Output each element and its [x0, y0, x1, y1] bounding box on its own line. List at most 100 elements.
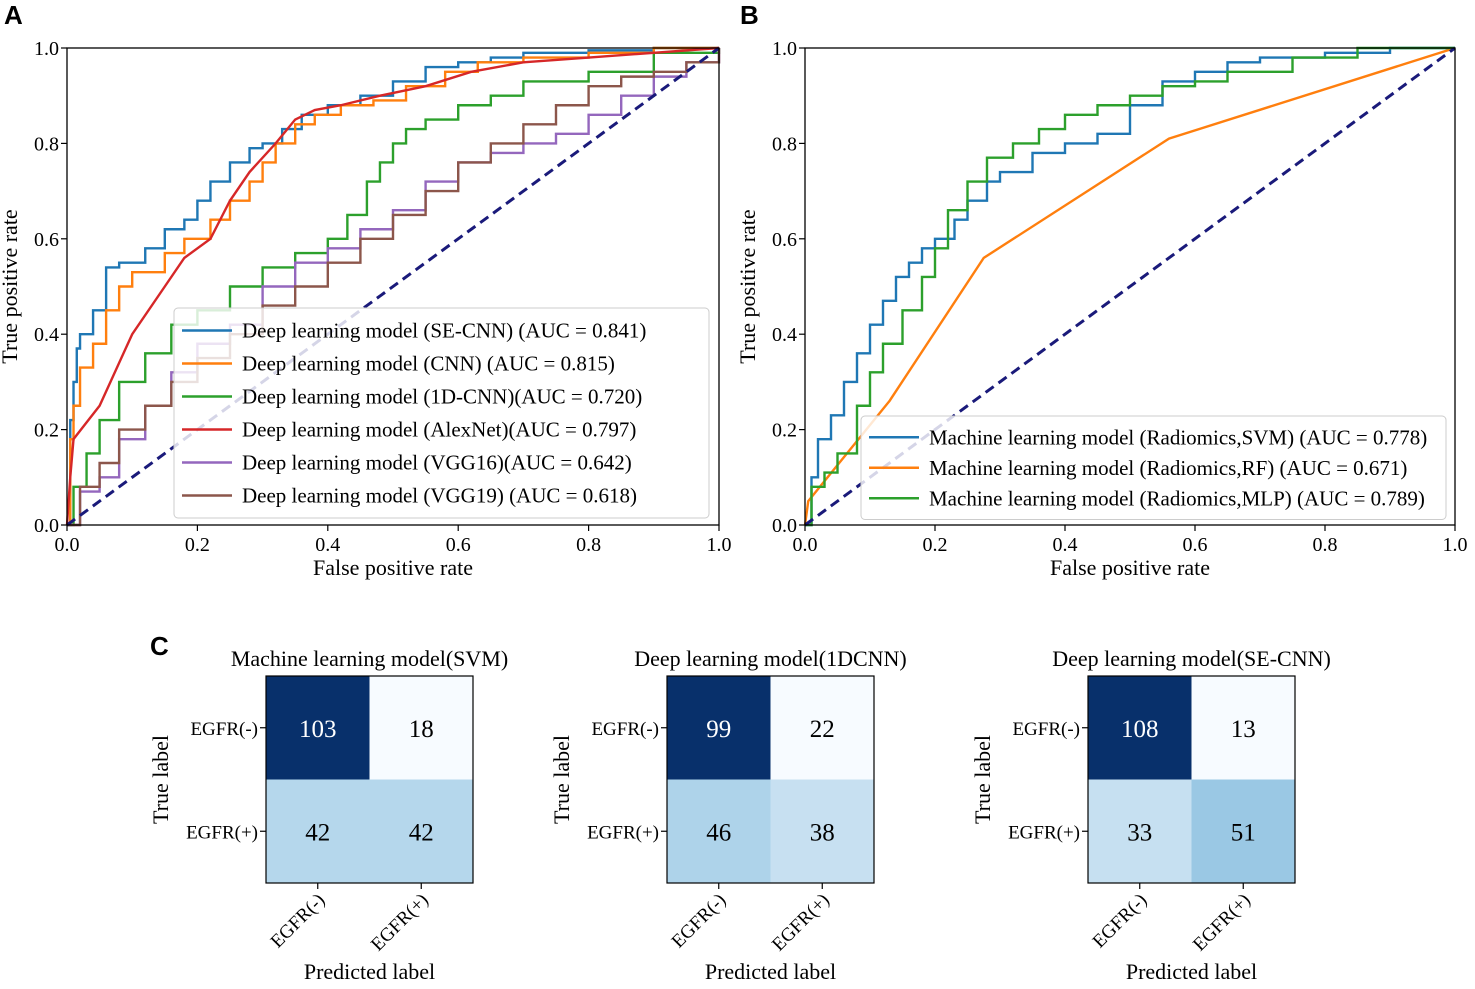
y-axis-label: True positive rate	[0, 209, 22, 363]
legend-entry: Deep learning model (VGG19) (AUC = 0.618…	[242, 484, 637, 508]
x-tick-label: 0.2	[923, 534, 948, 556]
y-tick-label: 0.8	[772, 133, 797, 155]
legend-entry: Machine learning model (Radiomics,MLP) (…	[929, 486, 1425, 510]
y-tick-label: 0.0	[34, 515, 59, 537]
cell-value: 103	[299, 716, 337, 743]
legend-entry: Deep learning model (VGG16)(AUC = 0.642)	[242, 451, 632, 475]
x-tick-label: 0.8	[576, 534, 601, 556]
column-label: EGFR(+)	[768, 890, 834, 956]
matrix-cell	[770, 779, 874, 883]
x-tick-label: 0.4	[1053, 534, 1078, 556]
panel-label-c: C	[150, 631, 169, 661]
panel-label-b: B	[740, 0, 759, 30]
roc-curve-machine-learning-model-radiomics-mlp-auc-0-789	[805, 46, 1455, 527]
confusion-matrix-se-cnn: 108 13 33 51 Deep learning model(SE-CNN) EGFR…	[970, 646, 1331, 984]
cell-value: 99	[706, 716, 731, 743]
legend-box	[173, 307, 710, 519]
confusion-matrix-1dcnn: 99 22 46 38 Deep learning model(1DCNN) EGFR(-…	[549, 646, 907, 984]
cell-value: 13	[1231, 716, 1256, 743]
legend-entry: Deep learning model (CNN) (AUC = 0.815)	[242, 352, 615, 376]
roc-curve-deep-learning-model-vgg19-auc-0-618	[67, 48, 721, 527]
x-tick-label: 1.0	[1443, 534, 1468, 556]
cell-value: 108	[1121, 716, 1159, 743]
matrix-cell	[266, 779, 370, 883]
y-tick-label: 0.0	[772, 515, 797, 537]
cell-value: 18	[409, 716, 434, 743]
roc-curve-deep-learning-model-1d-cnn-auc-0-720	[67, 48, 721, 527]
legend-entry: Deep learning model (SE-CNN) (AUC = 0.84…	[242, 319, 646, 343]
y-tick-label: 1.0	[34, 38, 59, 60]
x-axis-label: False positive rate	[1050, 555, 1210, 580]
x-tick-label: 0.2	[185, 534, 210, 556]
roc-curve-machine-learning-model-radiomics-rf-auc-0-671	[803, 46, 1456, 526]
matrix-cell	[1191, 779, 1295, 883]
x-axis-label: Predicted label	[1126, 959, 1257, 984]
cell-value: 46	[706, 819, 731, 846]
panel-label-a: A	[4, 0, 23, 30]
x-tick-label: 1.0	[707, 534, 732, 556]
matrix-cell	[369, 779, 473, 883]
x-tick-label: 0.6	[446, 534, 471, 556]
cell-value: 42	[305, 819, 330, 846]
column-label: EGFR(-)	[267, 890, 330, 953]
y-tick-label: 0.2	[772, 420, 797, 442]
row-label: EGFR(-)	[591, 719, 659, 740]
matrix-frame	[666, 675, 875, 884]
matrix-frame	[265, 675, 474, 884]
legend-entry: Machine learning model (Radiomics,RF) (A…	[929, 456, 1407, 480]
matrix-cell	[667, 779, 771, 883]
cell-value: 33	[1127, 819, 1152, 846]
x-tick-label: 0.4	[315, 534, 340, 556]
column-label: EGFR(-)	[1089, 890, 1152, 953]
y-tick-label: 1.0	[772, 38, 797, 60]
legend-box	[860, 415, 1447, 520]
roc-chart-b: 0.0 0.2 0.4 0.6 0.8 1.0 0.0 0.2 0.4 0.6 0.8 1.0 Fals…	[735, 38, 1468, 580]
cell-value: 42	[409, 819, 434, 846]
cell-value: 22	[810, 716, 835, 743]
y-tick-label: 0.4	[34, 324, 59, 346]
matrix-title: Deep learning model(1DCNN)	[634, 646, 906, 671]
matrix-frame	[1087, 675, 1296, 884]
x-tick-label: 0.8	[1313, 534, 1338, 556]
column-label: EGFR(-)	[668, 890, 731, 953]
cell-value: 38	[810, 819, 835, 846]
matrix-title: Deep learning model(SE-CNN)	[1052, 646, 1331, 671]
legend-entry: Machine learning model (Radiomics,SVM) (…	[929, 425, 1427, 449]
column-label: EGFR(+)	[367, 890, 433, 956]
cell-value: 51	[1231, 819, 1256, 846]
x-axis-label: Predicted label	[304, 959, 435, 984]
y-tick-label: 0.8	[34, 133, 59, 155]
legend-entry: Deep learning model (AlexNet)(AUC = 0.79…	[242, 418, 636, 442]
matrix-cell	[667, 676, 771, 780]
plot-frame	[66, 47, 720, 526]
roc-curve-deep-learning-model-alexnet-auc-0-797	[65, 46, 720, 526]
x-axis-label: False positive rate	[313, 555, 473, 580]
x-tick-label: 0.6	[1183, 534, 1208, 556]
roc-chart-a: 0.0 0.2 0.4 0.6 0.8 1.0 0.0 0.2 0.4 0.6 0.8 1.0 Fals…	[0, 38, 732, 580]
matrix-cell	[1191, 676, 1295, 780]
legend-entry: Deep learning model (1D-CNN)(AUC = 0.720…	[242, 385, 642, 409]
row-label: EGFR(-)	[190, 719, 258, 740]
matrix-cell	[1088, 779, 1192, 883]
row-label: EGFR(+)	[587, 822, 659, 843]
matrix-title: Machine learning model(SVM)	[231, 646, 508, 671]
x-axis-label: Predicted label	[705, 959, 836, 984]
matrix-cell	[266, 676, 370, 780]
y-tick-label: 0.6	[772, 229, 797, 251]
confusion-matrix-svm: 103 18 42 42 Machine learning model(SVM) EGFR…	[148, 646, 508, 984]
row-label: EGFR(+)	[1008, 822, 1080, 843]
row-label: EGFR(-)	[1012, 719, 1080, 740]
x-tick-label: 0.0	[793, 534, 818, 556]
column-label: EGFR(+)	[1189, 890, 1255, 956]
x-tick-label: 0.0	[55, 534, 80, 556]
y-tick-label: 0.6	[34, 229, 59, 251]
y-tick-label: 0.4	[772, 324, 797, 346]
row-label: EGFR(+)	[186, 822, 258, 843]
matrix-cell	[369, 676, 473, 780]
y-tick-label: 0.2	[34, 420, 59, 442]
y-axis-label: True positive rate	[735, 209, 760, 363]
plot-frame	[804, 47, 1456, 526]
matrix-cell	[770, 676, 874, 780]
y-axis-label: True label	[549, 735, 574, 824]
